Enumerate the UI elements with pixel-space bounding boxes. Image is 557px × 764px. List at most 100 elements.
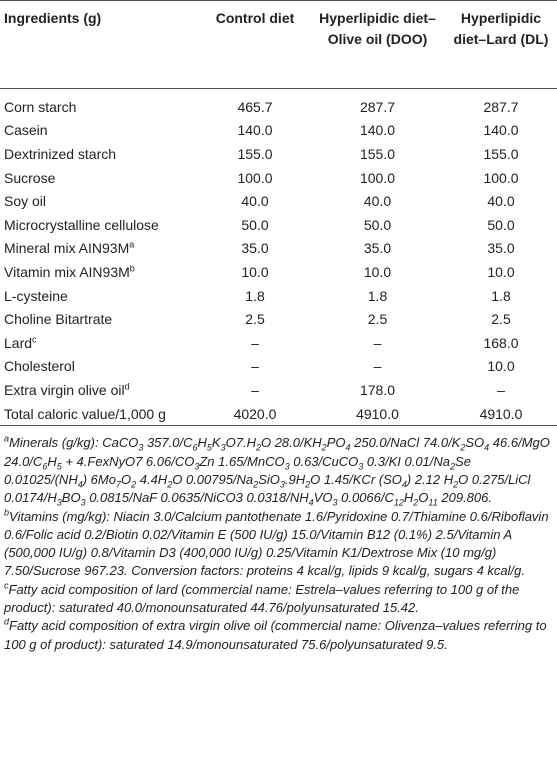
footnote-marker: c: [32, 334, 37, 345]
ingredient-name: Corn starch: [4, 98, 77, 115]
value-cell: 2.5: [245, 311, 265, 328]
table-row: Choline Bitartrate 2.5 2.5 2.5: [0, 307, 557, 331]
subscript: 7: [115, 479, 121, 490]
subscript: 4: [77, 479, 83, 490]
value-cell: 2.5: [367, 311, 388, 328]
subscript: 3: [358, 461, 364, 472]
footnote-text: 0.0066/C: [337, 490, 394, 506]
ingredient-name: Soy oil: [4, 193, 47, 210]
footnote-marker: d: [4, 616, 10, 627]
value-cell: 155.0: [359, 145, 396, 162]
value-cell: 155.0: [237, 145, 273, 162]
value-cell: 465.7: [237, 98, 273, 115]
footnote: bVitamins (mg/kg): Niacin 3.0/Calcium pa…: [4, 508, 553, 581]
value-cell: 287.7: [359, 98, 396, 115]
subscript: 4: [484, 442, 490, 453]
footnote-text: 250.0/NaCl 74.0/K: [350, 435, 461, 451]
ingredient-cell: Total caloric value/1,000 g: [0, 402, 200, 426]
value-cell: –: [373, 334, 382, 351]
ingredient-name: Choline Bitartrate: [4, 311, 113, 328]
subscript: 3: [279, 479, 285, 490]
value-cell: 1.8: [367, 287, 388, 304]
ingredient-name: Total caloric value/1,000 g: [4, 405, 166, 422]
value-cell: 100.0: [359, 169, 396, 186]
ingredient-cell: Extra virgin olive oild: [0, 378, 200, 402]
ingredient-name: Lard: [4, 334, 33, 351]
footnote-text: 357.0/C: [143, 435, 193, 451]
value-cell: 100.0: [237, 169, 273, 186]
value-cell: 155.0: [483, 145, 519, 162]
subscript: 2: [255, 442, 261, 453]
ingredient-name: Dextrinized starch: [4, 145, 117, 162]
value-cell: 4910.0: [356, 405, 399, 422]
footnotes: aMinerals (g/kg): CaCO3 357.0/C6H5K3O7.H…: [0, 426, 557, 654]
footnote-text: O 28.0/KH: [260, 435, 322, 451]
subscript: 2: [450, 461, 456, 472]
footnote: cFatty acid composition of lard (commerc…: [4, 581, 553, 618]
value-cell: 2.5: [491, 311, 511, 328]
footnote-text: H: [47, 453, 57, 469]
footnote-text: ) 6Mo: [82, 471, 116, 487]
value-cell: 10.0: [241, 263, 269, 280]
subscript: 3: [220, 442, 226, 453]
footnote-text: Vitamins (mg/kg): Niacin 3.0/Calcium pan…: [4, 508, 549, 579]
subscript: 3: [332, 497, 338, 508]
value-cell: 140.0: [359, 122, 396, 139]
footnote-text: Minerals (g/kg): CaCO: [9, 435, 139, 451]
value-cell: –: [373, 358, 382, 375]
footnote-text: 209.806.: [437, 490, 492, 506]
subscript: 2: [131, 479, 137, 490]
table-row: Cholesterol – – 10.0: [0, 355, 557, 379]
ingredient-name: Cholesterol: [4, 358, 75, 375]
footnote-text: 0.3/KI 0.01/Na: [363, 453, 451, 469]
ingredient-cell: Mineral mix AIN93Ma: [0, 237, 200, 261]
footnote-text: Fatty acid composition of extra virgin o…: [4, 618, 547, 652]
ingredient-name: Casein: [4, 122, 48, 139]
table-row: Total caloric value/1,000 g 4020.0 4910.0 4…: [0, 402, 557, 426]
ingredients-table: Ingredients (g) Control diet Hyperlipidic …: [0, 0, 557, 426]
footnote-text: 0.63/CuCO: [289, 453, 359, 469]
value-cell: 178.0: [359, 381, 396, 398]
footnote-marker: a: [129, 239, 135, 250]
footnote-marker: c: [4, 580, 9, 591]
subscript: 3: [80, 497, 86, 508]
footnote-marker: b: [4, 507, 10, 518]
table-row: Corn starch 465.7 287.7 287.7: [0, 89, 557, 119]
value-cell: 50.0: [241, 216, 269, 233]
table-row: Vitamin mix AIN93Mb 10.0 10.0 10.0: [0, 260, 557, 284]
value-cell: 10.0: [363, 263, 392, 280]
subscript: 2: [305, 479, 311, 490]
subscript: 3: [284, 461, 290, 472]
ingredient-cell: Dextrinized starch: [0, 142, 200, 166]
footnote-text: Zn 1.65/MnCO: [199, 453, 285, 469]
table-row: Lardc – – 168.0: [0, 331, 557, 355]
footnote-text: K: [211, 435, 221, 451]
value-cell: 35.0: [487, 240, 515, 257]
table-row: Dextrinized starch 155.0 155.0 155.0: [0, 142, 557, 166]
footnote-text: O 0.275/LiCl 0.0174/H: [4, 471, 531, 506]
ingredient-cell: Lardc: [0, 331, 200, 355]
subscript: 3: [138, 442, 144, 453]
table-row: Casein 140.0 140.0 140.0: [0, 119, 557, 143]
value-cell: 10.0: [487, 263, 515, 280]
value-cell: 1.8: [245, 287, 265, 304]
table-row: Mineral mix AIN93Ma 35.0 35.0 35.0: [0, 237, 557, 261]
footnote-text: Fatty acid composition of lard (commerci…: [4, 581, 520, 615]
value-cell: 35.0: [241, 240, 269, 257]
subscript: 2: [413, 497, 419, 508]
subscript: 6: [192, 442, 198, 453]
header-cell: Hyperlipidic diet–Lard (DL): [453, 10, 549, 47]
subscript: 2: [460, 442, 466, 453]
value-cell: 50.0: [363, 216, 392, 233]
ingredient-cell: Microcrystalline cellulose: [0, 213, 200, 237]
footnote-text: 46.6/MgO 24.0/C: [4, 435, 550, 469]
footnote-text: H: [403, 490, 414, 506]
value-cell: 287.7: [483, 98, 519, 115]
subscript: 11: [428, 497, 438, 508]
footnote-text: SO: [465, 435, 485, 451]
table-row: L-cysteine 1.8 1.8 1.8: [0, 284, 557, 308]
ingredient-name: Vitamin mix AIN93M: [4, 263, 130, 280]
ingredient-cell: Choline Bitartrate: [0, 307, 200, 331]
footnote-text: + 4.FexNyO7 6.06/CO: [61, 453, 195, 469]
